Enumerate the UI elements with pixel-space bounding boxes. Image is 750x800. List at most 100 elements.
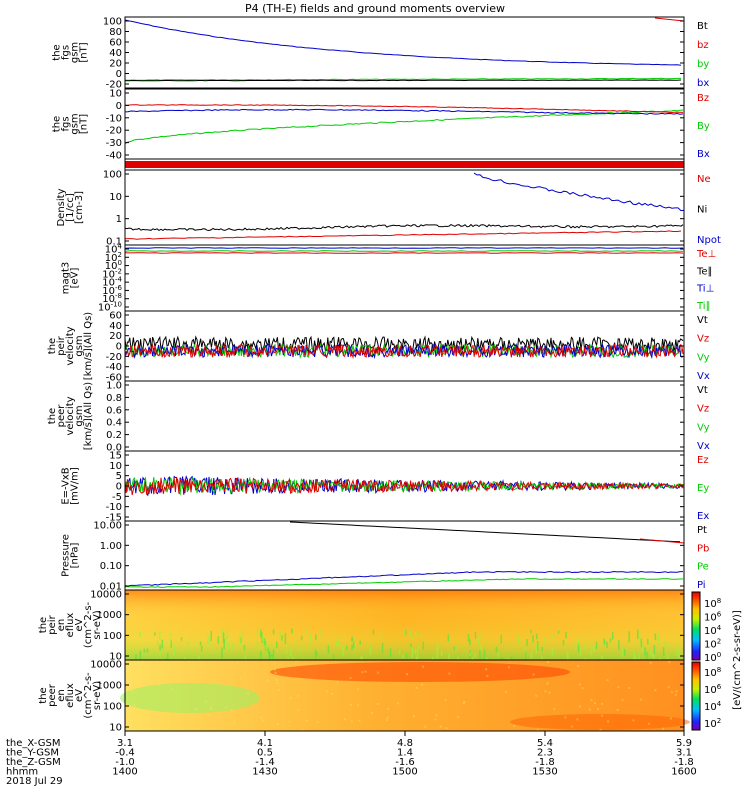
peer-spec-speck [326, 690, 329, 693]
y-tick-label: -20 [106, 352, 122, 363]
peer-spec-speck [370, 712, 373, 715]
peir-spec-speck [225, 635, 227, 644]
peer-spec-speck [532, 673, 535, 676]
peir-spec-speck [159, 631, 161, 640]
peir-spec-speck [543, 636, 545, 645]
peer-spec-speck [412, 715, 415, 718]
peir-spec-speck [272, 649, 275, 658]
y-tick-label: 40 [109, 48, 122, 59]
peer-spec-speck [385, 719, 388, 722]
peir-spec-speck [479, 649, 481, 660]
peer-spec-speck [331, 692, 334, 695]
peir-spec-speck [222, 632, 225, 643]
peer-spec-speck [343, 718, 346, 721]
peir-spec-speck [524, 651, 527, 660]
peir-spec-speck [483, 649, 486, 660]
peer-spec-speck [576, 718, 579, 721]
y-tick-label: 100 [103, 170, 122, 181]
legend-Ey: Ey [697, 483, 709, 494]
peir-spec-speck [346, 645, 348, 650]
peir-spec-speck [139, 650, 142, 660]
legend-Vx: Vx [697, 441, 710, 452]
peer-spec-speck [546, 661, 549, 664]
x-tick-label: -1.0 [115, 757, 135, 768]
y-tick-label: 100 [103, 17, 122, 28]
peir-spec-speck [678, 649, 680, 659]
peir-spec-speck [633, 652, 635, 663]
panel-frame [124, 380, 685, 452]
peer-spec-speck [127, 706, 130, 709]
peer-spec-speck [546, 682, 549, 685]
peir-spec-speck [650, 652, 653, 657]
bt-bx-trace [124, 19, 682, 66]
peer-spec-speck [444, 699, 447, 702]
peir-spec-speck [603, 640, 606, 646]
y-tick-label: 10 [109, 461, 122, 472]
colorbar-tick: 100 [704, 651, 721, 664]
y-tick-label: 10-2 [102, 267, 122, 280]
peir-spec-speck [260, 629, 262, 638]
y-tick-label: 1000 [97, 610, 122, 621]
chart-title: P4 (TH-E) fields and ground moments over… [245, 2, 505, 15]
panel-frame [124, 520, 685, 591]
peer-spec-speck [435, 714, 438, 717]
legend-bz: bz [697, 40, 709, 51]
y-tick-label: -20 [106, 80, 122, 91]
peir-spec-speck [402, 654, 404, 659]
peir-spec-speck [139, 631, 141, 638]
peir-spec-speck [517, 634, 520, 645]
peir-spec-speck [207, 635, 210, 646]
peir-spec-speck [638, 653, 640, 661]
peir-spec-speck [536, 641, 539, 652]
legend-Te⊥: Te⊥ [696, 249, 716, 260]
peer-spec-speck [172, 674, 175, 677]
peir-spec-speck [351, 644, 353, 651]
y-tick-label: 0.10 [100, 561, 122, 572]
peir-spec-speck [551, 633, 553, 639]
y-tick-label: 10 [109, 192, 122, 203]
peir-spec-speck [263, 638, 266, 646]
peir-spec-speck [652, 654, 655, 659]
peir-spec-speck [398, 650, 401, 655]
peir-spec-speck [654, 633, 657, 641]
y-tick-label: 10 [109, 89, 122, 100]
peer-spec-speck [513, 724, 516, 727]
peir-spec-speck [332, 654, 335, 662]
peir-spec-speck [592, 644, 595, 651]
peer-spec-speck [170, 688, 173, 691]
colorbar-tick: 104 [704, 624, 722, 637]
peer-spec-green-blob [120, 683, 260, 713]
peir-spec-speck [469, 639, 471, 646]
peir-spec-speck [574, 643, 577, 652]
peer-spec-speck [632, 719, 635, 722]
legend-bx: bx [697, 78, 709, 89]
peer-spec-speck [448, 672, 451, 675]
legend-By: By [697, 121, 710, 132]
peir-spec-speck [642, 642, 644, 652]
peir-spec-speck [260, 650, 262, 662]
y-tick-label: 0.1 [106, 237, 122, 248]
y-tick-label: 10-10 [98, 301, 122, 314]
y-tick-label: -15 [106, 513, 122, 524]
x-tick-label: 3.1 [117, 738, 133, 749]
peir-spec-speck [657, 633, 659, 644]
peir-spec-speck [308, 642, 311, 650]
peir-spec-speck [239, 633, 241, 642]
peir-spec-speck [403, 629, 406, 636]
y-tick-label: 100 [103, 702, 122, 713]
y-tick-label: 10-4 [102, 276, 122, 289]
x-tick-label: 4.8 [397, 738, 413, 749]
date-label: 2018 Jul 29 [6, 776, 63, 787]
peir-spec-speck [242, 630, 244, 637]
x-tick-label: 0.5 [257, 748, 273, 759]
peer-spec-speck [649, 661, 652, 664]
peer-spec-speck [548, 691, 551, 694]
x-tick-label: 4.1 [257, 738, 273, 749]
colorbar-upper [691, 591, 701, 661]
peir-spec-speck [272, 629, 275, 635]
legend-Vz: Vz [697, 404, 709, 415]
peir-spec-speck [414, 649, 416, 655]
y-axis-label: thepeerenefluxeV(cm^2-s-sr-eV) [38, 672, 103, 719]
x-tick-label: 1530 [532, 767, 557, 778]
peir-spec-speck [595, 641, 598, 649]
